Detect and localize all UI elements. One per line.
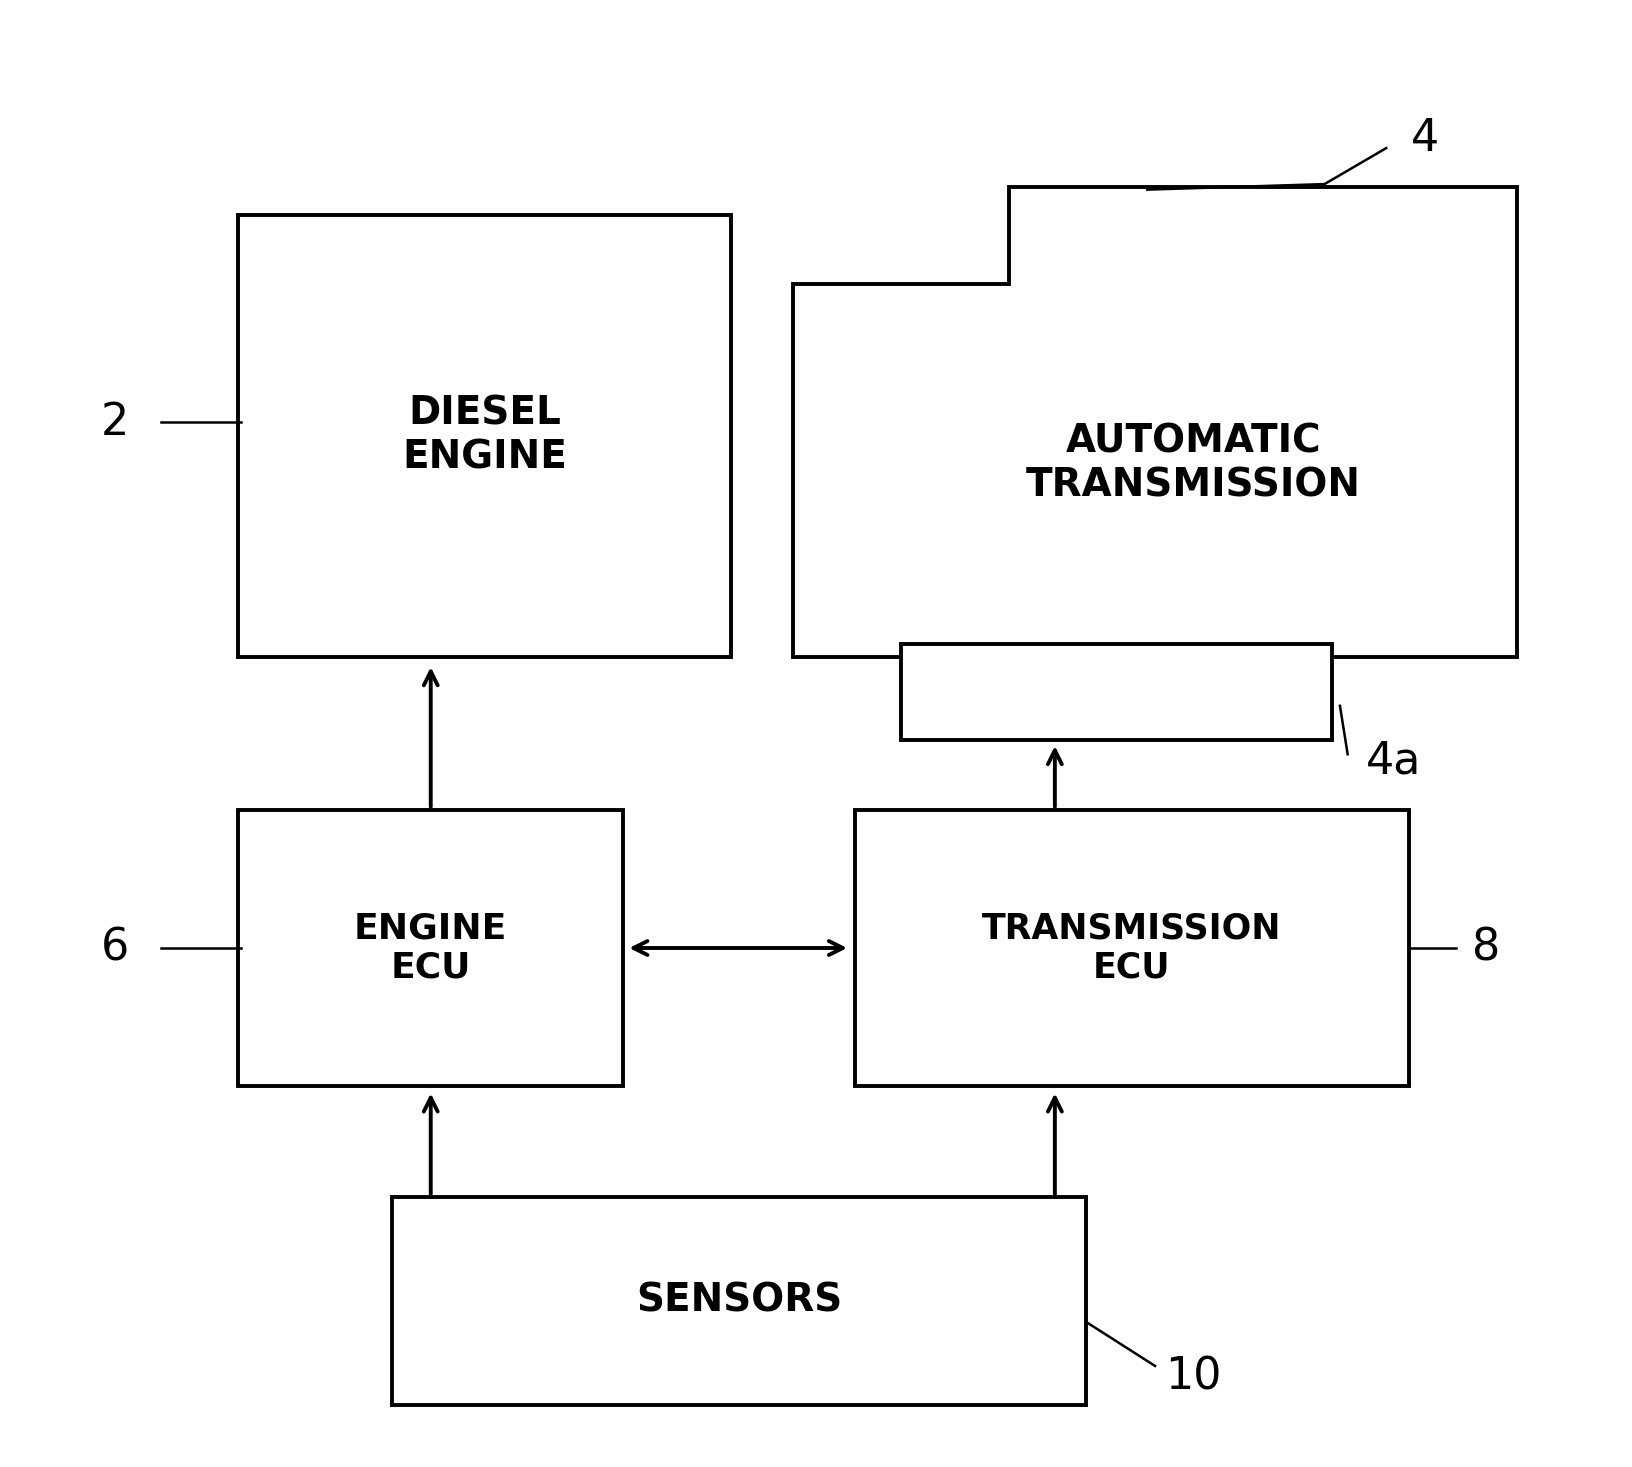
- Bar: [238, 214, 731, 657]
- Bar: [901, 644, 1332, 741]
- Text: DIESEL
ENGINE: DIESEL ENGINE: [401, 395, 566, 477]
- Text: AUTOMATIC
TRANSMISSION: AUTOMATIC TRANSMISSION: [1027, 422, 1361, 505]
- Text: 10: 10: [1165, 1356, 1222, 1398]
- Text: 4: 4: [1410, 117, 1439, 160]
- Text: 2: 2: [101, 400, 129, 443]
- Polygon shape: [793, 186, 1518, 657]
- Bar: [855, 810, 1410, 1087]
- Text: 8: 8: [1472, 927, 1500, 970]
- Text: ENGINE
ECU: ENGINE ECU: [354, 911, 508, 984]
- Bar: [392, 1197, 1085, 1405]
- Text: SENSORS: SENSORS: [636, 1282, 842, 1320]
- Bar: [238, 810, 623, 1087]
- Text: 6: 6: [101, 927, 129, 970]
- Text: TRANSMISSION
ECU: TRANSMISSION ECU: [982, 911, 1281, 984]
- Text: 4a: 4a: [1366, 739, 1421, 783]
